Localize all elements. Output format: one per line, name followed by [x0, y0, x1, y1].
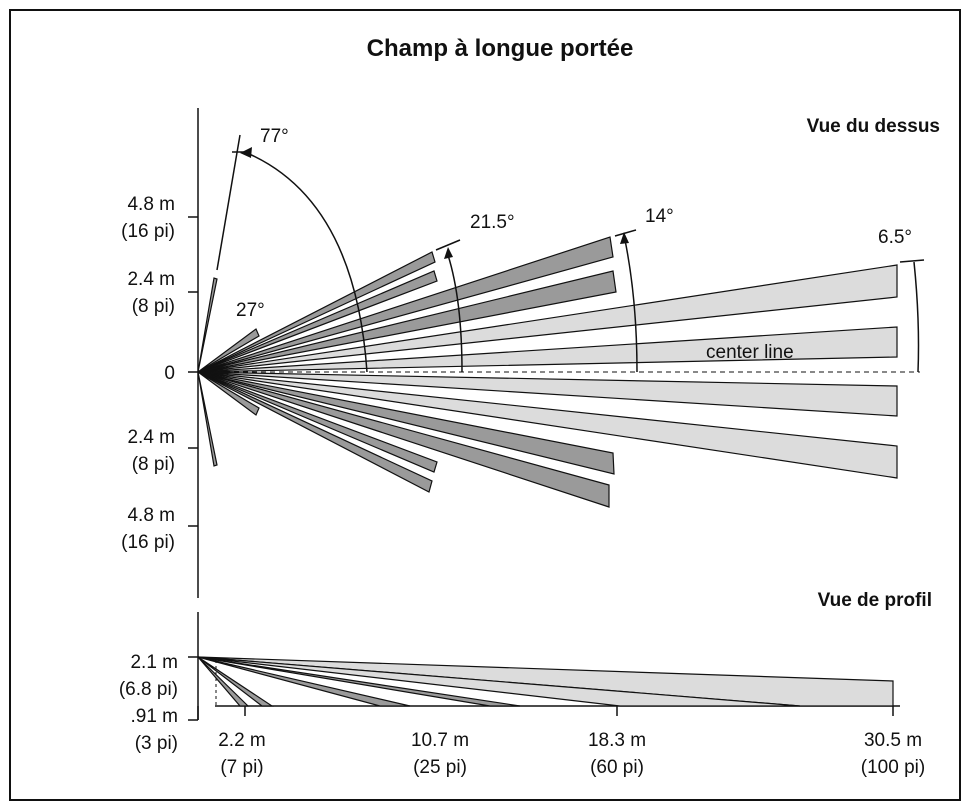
y-label: (8 pi)	[132, 296, 175, 317]
y-label: 4.8 m	[127, 505, 175, 526]
y-label: 2.4 m	[127, 269, 175, 290]
x-label: 10.7 m	[411, 730, 469, 751]
y-label: (16 pi)	[121, 221, 175, 242]
y-label: (3 pi)	[135, 733, 178, 754]
x-label: (60 pi)	[590, 757, 644, 778]
angle-label: 14°	[645, 206, 674, 227]
profile-label: Vue de profil	[818, 590, 932, 611]
x-label: (25 pi)	[413, 757, 467, 778]
y-label: (6.8 pi)	[119, 679, 178, 700]
center-line-label: center line	[706, 342, 794, 363]
frame	[9, 9, 961, 801]
y-label: (8 pi)	[132, 454, 175, 475]
y-label: 2.1 m	[130, 652, 178, 673]
angle-label: 77°	[260, 126, 289, 147]
angle-label: 21.5°	[470, 212, 515, 233]
y-label: 2.4 m	[127, 427, 175, 448]
y-label: 0	[164, 363, 175, 384]
top-view-shapes	[188, 108, 925, 598]
x-label: 18.3 m	[588, 730, 646, 751]
x-label: (7 pi)	[220, 757, 263, 778]
y-label: .91 m	[130, 706, 178, 727]
top-view-label: Vue du dessus	[807, 116, 940, 137]
y-label: (16 pi)	[121, 532, 175, 553]
profile-shapes	[188, 612, 900, 721]
y-label: 4.8 m	[127, 194, 175, 215]
x-label: (100 pi)	[861, 757, 925, 778]
angle-label: 27°	[236, 300, 265, 321]
x-label: 30.5 m	[864, 730, 922, 751]
x-label: 2.2 m	[218, 730, 266, 751]
angle-label: 6.5°	[878, 227, 912, 248]
title: Champ à longue portée	[367, 35, 634, 62]
